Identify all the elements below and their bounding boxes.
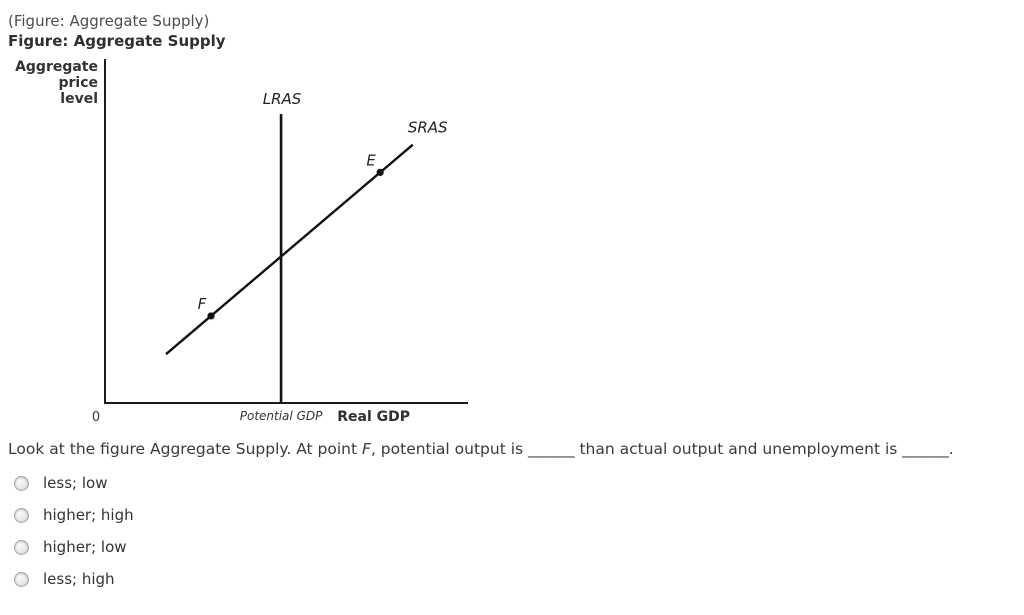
- option-label: higher; high: [43, 506, 134, 524]
- series-label-SRAS: SRAS: [408, 119, 448, 137]
- answer-option-2[interactable]: higher; high: [8, 499, 1016, 531]
- figure-reference: (Figure: Aggregate Supply): [8, 12, 210, 30]
- origin-label: 0: [92, 410, 100, 425]
- option-label: less; low: [43, 474, 108, 492]
- option-label: less; high: [43, 570, 115, 588]
- figure-title: Figure: Aggregate Supply: [8, 32, 226, 50]
- x-tick-label-potential-gdp: Potential GDP: [240, 409, 323, 423]
- answer-option-1[interactable]: less; low: [8, 467, 1016, 499]
- chart-axes: [104, 59, 468, 404]
- y-axis-label: price: [58, 75, 98, 91]
- question-point: F: [362, 440, 371, 458]
- point-E: [376, 168, 384, 176]
- answer-option-3[interactable]: higher; low: [8, 531, 1016, 563]
- radio-button[interactable]: [14, 571, 29, 587]
- series-label-LRAS: LRAS: [263, 90, 302, 108]
- y-axis-label: level: [60, 91, 98, 107]
- series-SRAS: [165, 143, 414, 356]
- radio-button[interactable]: [14, 507, 29, 523]
- y-axis-label: Aggregate: [15, 59, 98, 75]
- question-text: Look at the figure Aggregate Supply. At …: [8, 437, 1016, 461]
- point-F: [207, 312, 215, 320]
- answer-options: less; low higher; high higher; low less;…: [8, 467, 1016, 595]
- x-axis-title: Real GDP: [337, 409, 410, 425]
- point-label-F: F: [198, 295, 207, 313]
- option-label: higher; low: [43, 538, 127, 556]
- question-prefix: Look at the figure Aggregate Supply. At …: [8, 440, 363, 458]
- radio-button[interactable]: [14, 475, 29, 491]
- radio-button[interactable]: [14, 539, 29, 555]
- aggregate-supply-figure: Aggregate price level LRAS SRAS E F 0 Potential …: [8, 55, 478, 427]
- point-label-E: E: [366, 151, 376, 169]
- question-suffix: , potential output is ______ than actual…: [370, 440, 954, 458]
- answer-option-4[interactable]: less; high: [8, 563, 1016, 595]
